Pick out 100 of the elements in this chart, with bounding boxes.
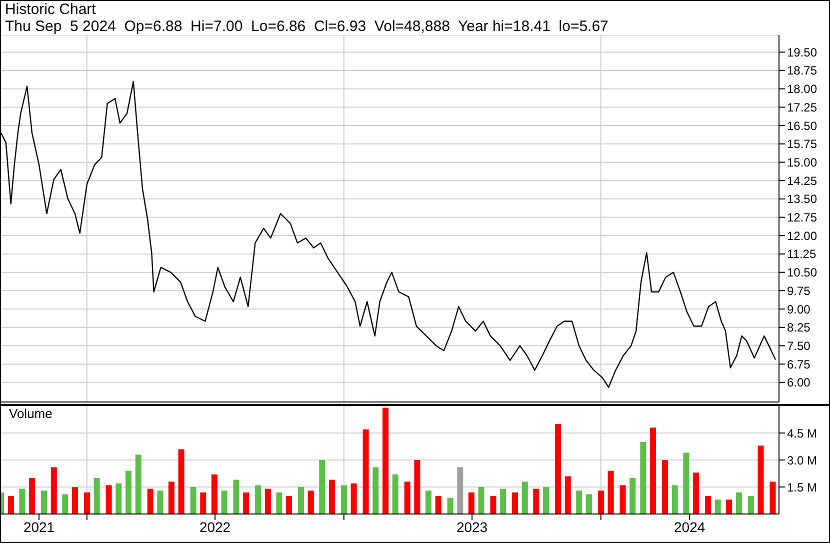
- y-tick-label: 9.00: [787, 302, 811, 316]
- bar: [328, 480, 335, 514]
- bar: [157, 490, 164, 514]
- y-tick-label: 8.25: [787, 320, 811, 335]
- bar: [650, 428, 656, 514]
- bar: [522, 482, 528, 514]
- y-tick-label: 13.50: [787, 192, 818, 206]
- chart-title: Historic Chart: [5, 1, 96, 18]
- bar: [457, 467, 464, 514]
- bar: [683, 452, 690, 514]
- x-tick-label: 2023: [456, 518, 488, 535]
- bar: [770, 482, 776, 514]
- bar: [211, 474, 218, 514]
- bar: [350, 483, 357, 514]
- bar: [512, 492, 518, 514]
- bar: [106, 485, 112, 514]
- bar: [392, 474, 398, 514]
- y-tick-label: 17.25: [787, 100, 818, 114]
- bar: [576, 490, 582, 514]
- y-tick-label: 9.75: [787, 284, 811, 298]
- bar: [200, 492, 206, 514]
- bar: [8, 496, 14, 514]
- y-tick-label: 6.75: [787, 357, 811, 372]
- bar: [84, 492, 90, 514]
- bar: [29, 478, 36, 514]
- bar: [586, 494, 592, 514]
- bar: [543, 487, 550, 514]
- bar: [221, 490, 228, 514]
- bar: [276, 492, 282, 514]
- bar: [147, 488, 154, 514]
- y-tick-label: 14.25: [787, 174, 818, 188]
- y-tick-label: 7.50: [787, 338, 811, 353]
- bar: [468, 492, 474, 514]
- bar: [500, 488, 506, 514]
- y-tick-label: 12.75: [787, 210, 818, 225]
- bar: [704, 496, 711, 514]
- y-tick-label: 15.00: [787, 155, 818, 170]
- bar: [243, 492, 250, 514]
- bar: [598, 490, 604, 514]
- bar: [233, 480, 240, 514]
- bar: [726, 500, 732, 514]
- y-tick-label: 15.75: [787, 137, 818, 152]
- chart-title: Volume: [9, 406, 52, 421]
- bar: [478, 487, 484, 514]
- bar: [662, 460, 668, 514]
- bar: [435, 496, 442, 514]
- y-tick-label: 18.75: [787, 64, 818, 78]
- bar: [308, 490, 314, 514]
- y-tick-label: 19.50: [787, 45, 818, 60]
- y-tick-label: 16.50: [787, 118, 818, 133]
- bar: [72, 487, 78, 514]
- y-tick-label: 12.00: [787, 228, 818, 243]
- bar: [554, 424, 561, 514]
- y-tick-label: 6.00: [787, 376, 811, 390]
- bar: [362, 429, 369, 514]
- bar: [758, 446, 764, 514]
- bar: [286, 496, 292, 514]
- bar: [748, 496, 754, 514]
- bar: [41, 490, 48, 514]
- bar: [50, 467, 57, 514]
- bar: [264, 488, 271, 514]
- bar: [135, 454, 142, 514]
- x-tick-label: 2021: [23, 518, 55, 535]
- y-tick-label: 11.25: [787, 247, 816, 262]
- bar: [533, 488, 540, 514]
- bar: [447, 498, 454, 514]
- bar: [255, 485, 262, 514]
- bar: [340, 485, 347, 514]
- bar: [425, 490, 432, 514]
- bar: [319, 460, 326, 514]
- bar: [19, 488, 26, 514]
- bar: [116, 483, 122, 514]
- bar: [564, 476, 571, 514]
- bar: [178, 449, 184, 514]
- bar: [94, 478, 100, 514]
- bar: [190, 487, 196, 514]
- bar: [490, 496, 496, 514]
- bar: [620, 485, 626, 514]
- bar: [126, 470, 132, 514]
- bar: [640, 442, 646, 514]
- bar: [714, 500, 721, 514]
- bar: [382, 408, 388, 514]
- x-tick-label: 2024: [674, 518, 706, 535]
- y-tick-label: 18.00: [787, 82, 818, 96]
- y-tick-label: 3.0 M: [787, 453, 818, 468]
- bar: [168, 482, 174, 514]
- y-tick-label: 10.50: [787, 266, 818, 280]
- bar: [672, 485, 678, 514]
- bar: [630, 478, 636, 514]
- bar: [736, 492, 742, 514]
- bar: [62, 494, 68, 514]
- x-tick-label: 2022: [199, 518, 231, 535]
- bar: [692, 472, 699, 514]
- bar: [608, 470, 614, 514]
- chart-subtitle: Thu Sep 5 2024 Op=6.88 Hi=7.00 Lo=6.86 Cl=6.93 Vol=48,888 Year hi=18.41 lo=5.67: [5, 18, 608, 35]
- y-tick-label: 1.5 M: [787, 480, 818, 494]
- bar: [372, 467, 379, 514]
- y-tick-label: 4.5 M: [787, 426, 818, 440]
- bar: [414, 460, 420, 514]
- bar: [404, 482, 410, 514]
